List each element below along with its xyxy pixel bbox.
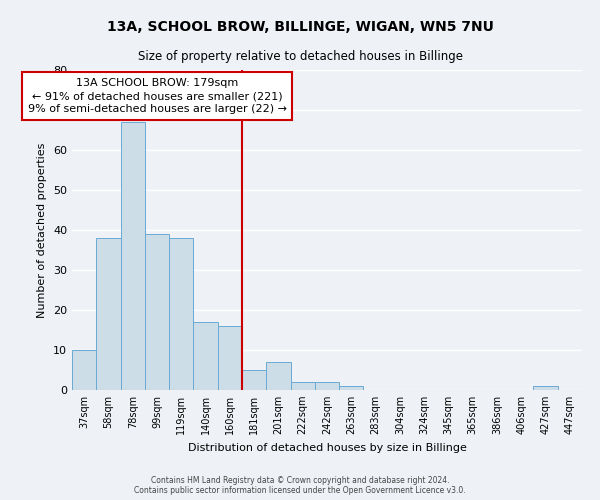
Bar [96, 238, 121, 390]
Bar [218, 326, 242, 390]
Text: Contains HM Land Registry data © Crown copyright and database right 2024.: Contains HM Land Registry data © Crown c… [151, 476, 449, 485]
Bar [339, 386, 364, 390]
Bar [169, 238, 193, 390]
Text: Size of property relative to detached houses in Billinge: Size of property relative to detached ho… [137, 50, 463, 63]
Bar [145, 234, 169, 390]
Bar [242, 370, 266, 390]
Bar [266, 362, 290, 390]
Bar [315, 382, 339, 390]
Text: Contains public sector information licensed under the Open Government Licence v3: Contains public sector information licen… [134, 486, 466, 495]
Bar [72, 350, 96, 390]
Y-axis label: Number of detached properties: Number of detached properties [37, 142, 47, 318]
X-axis label: Distribution of detached houses by size in Billinge: Distribution of detached houses by size … [188, 442, 466, 452]
Bar [290, 382, 315, 390]
Bar [121, 122, 145, 390]
Text: 13A, SCHOOL BROW, BILLINGE, WIGAN, WN5 7NU: 13A, SCHOOL BROW, BILLINGE, WIGAN, WN5 7… [107, 20, 493, 34]
Bar [533, 386, 558, 390]
Bar [193, 322, 218, 390]
Text: 13A SCHOOL BROW: 179sqm
← 91% of detached houses are smaller (221)
9% of semi-de: 13A SCHOOL BROW: 179sqm ← 91% of detache… [28, 78, 287, 114]
